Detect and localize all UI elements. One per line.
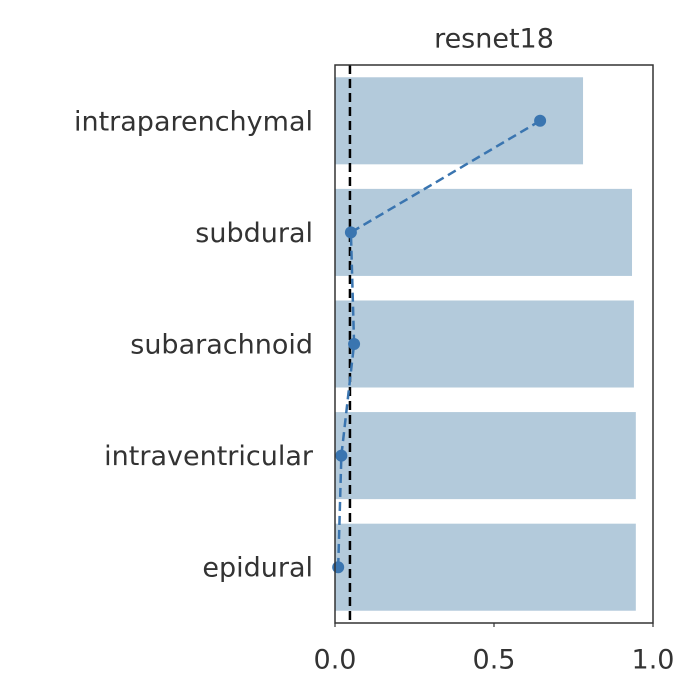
bar [335, 300, 634, 388]
x-tick-label: 1.0 [632, 645, 675, 676]
points-line [336, 119, 541, 568]
point [348, 338, 361, 350]
point [335, 449, 348, 462]
y-tick-label: epidural [202, 553, 313, 584]
bar [335, 188, 633, 276]
point [344, 226, 357, 239]
bar [335, 523, 636, 611]
y-tick-label: subarachnoid [130, 330, 313, 361]
x-tick-label: 0.0 [314, 645, 357, 676]
chart-title: resnet18 [434, 24, 554, 55]
bar [335, 412, 636, 500]
x-tick-label: 0.5 [473, 645, 516, 676]
y-tick-label: intraventricular [104, 441, 314, 472]
y-tick-label: subdural [195, 218, 313, 249]
point [534, 114, 547, 127]
y-tick-label: intraparenchymal [74, 106, 313, 137]
point [332, 561, 345, 574]
